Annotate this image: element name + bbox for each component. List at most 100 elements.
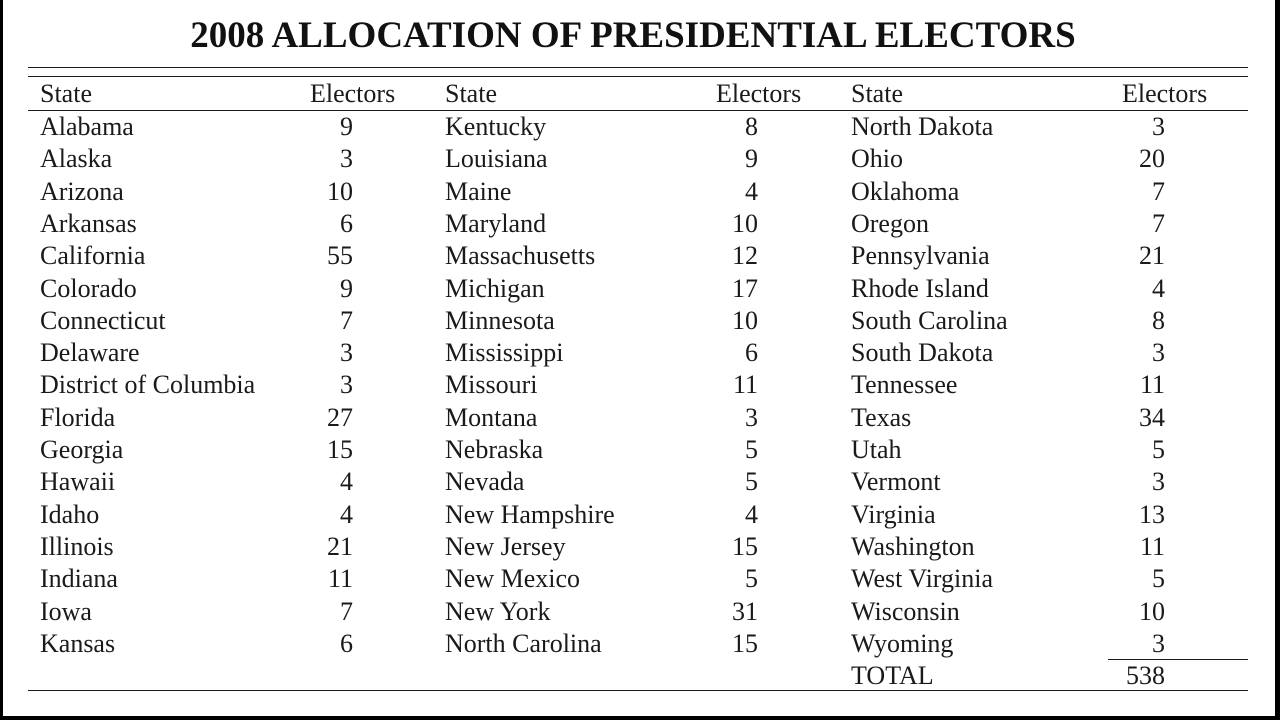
- state-name: Oklahoma: [851, 177, 960, 206]
- column-header-state: State: [851, 79, 903, 108]
- elector-count: 17: [732, 274, 758, 303]
- state-name: Idaho: [40, 500, 100, 529]
- state-name: Arizona: [40, 177, 124, 206]
- elector-count: 21: [327, 532, 353, 561]
- column-header-state: State: [40, 79, 92, 108]
- state-name: Wisconsin: [851, 597, 960, 626]
- state-name: South Carolina: [851, 306, 1008, 335]
- state-name: Utah: [851, 435, 902, 464]
- elector-count: 4: [340, 500, 353, 529]
- state-name: South Dakota: [851, 338, 994, 367]
- state-name: Indiana: [40, 564, 118, 593]
- elector-count: 9: [340, 274, 353, 303]
- state-name: Ohio: [851, 144, 903, 173]
- state-name: California: [40, 241, 146, 270]
- state-name: Colorado: [40, 274, 137, 303]
- total-label: TOTAL: [851, 661, 934, 690]
- document-page: 2008 ALLOCATION OF PRESIDENTIAL ELECTORS…: [3, 0, 1275, 716]
- column-header-state: State: [445, 79, 497, 108]
- state-name: Alaska: [40, 144, 113, 173]
- elector-count: 6: [340, 209, 353, 238]
- elector-count: 5: [745, 435, 758, 464]
- elector-count: 7: [1152, 209, 1165, 238]
- state-name: Rhode Island: [851, 274, 989, 303]
- column-header-electors: Electors: [1122, 79, 1208, 108]
- elector-count: 11: [327, 564, 353, 593]
- elector-count: 31: [732, 597, 758, 626]
- column-header-electors: Electors: [310, 79, 396, 108]
- state-name: Tennessee: [851, 370, 958, 399]
- elector-count: 11: [1139, 532, 1165, 561]
- state-name: Hawaii: [40, 467, 116, 496]
- state-name: Maryland: [445, 209, 547, 238]
- elector-count: 20: [1139, 144, 1165, 173]
- elector-count: 15: [327, 435, 353, 464]
- column-header-electors: Electors: [716, 79, 802, 108]
- elector-count: 15: [732, 629, 758, 658]
- elector-count: 11: [732, 370, 758, 399]
- header-underline: [28, 76, 1248, 77]
- elector-count: 6: [745, 338, 758, 367]
- elector-count: 55: [327, 241, 353, 270]
- total-rule: [1108, 659, 1248, 660]
- state-name: Texas: [851, 403, 912, 432]
- state-name: Connecticut: [40, 306, 166, 335]
- state-name: New Hampshire: [445, 500, 615, 529]
- elector-count: 7: [340, 306, 353, 335]
- state-name: Oregon: [851, 209, 929, 238]
- state-name: Nebraska: [445, 435, 544, 464]
- elector-count: 3: [340, 144, 353, 173]
- elector-count: 21: [1139, 241, 1165, 270]
- state-name: Kansas: [40, 629, 116, 658]
- elector-count: 5: [1152, 564, 1165, 593]
- elector-count: 3: [1152, 629, 1165, 658]
- elector-count: 3: [745, 403, 758, 432]
- elector-count: 11: [1139, 370, 1165, 399]
- elector-count: 4: [745, 500, 758, 529]
- elector-count: 7: [1152, 177, 1165, 206]
- state-name: North Dakota: [851, 112, 994, 141]
- state-name: Wyoming: [851, 629, 954, 658]
- elector-count: 8: [745, 112, 758, 141]
- state-name: Delaware: [40, 338, 140, 367]
- state-name: New Jersey: [445, 532, 566, 561]
- state-name: Iowa: [40, 597, 92, 626]
- state-name: Massachusetts: [445, 241, 596, 270]
- state-name: North Carolina: [445, 629, 602, 658]
- state-name: Arkansas: [40, 209, 137, 238]
- elector-count: 4: [340, 467, 353, 496]
- elector-count: 9: [745, 144, 758, 173]
- state-name: Missouri: [445, 370, 538, 399]
- elector-count: 13: [1139, 500, 1165, 529]
- state-name: Florida: [40, 403, 116, 432]
- state-name: Montana: [445, 403, 538, 432]
- elector-count: 12: [732, 241, 758, 270]
- elector-count: 10: [1139, 597, 1165, 626]
- page-title: 2008 ALLOCATION OF PRESIDENTIAL ELECTORS: [190, 15, 1076, 56]
- elector-count: 10: [327, 177, 353, 206]
- elector-count: 3: [1152, 112, 1165, 141]
- elector-count: 4: [745, 177, 758, 206]
- total-value: 538: [1126, 661, 1165, 690]
- elector-count: 27: [327, 403, 353, 432]
- bottom-rule: [28, 690, 1248, 691]
- elector-count: 3: [340, 370, 353, 399]
- state-name: Virginia: [851, 500, 936, 529]
- header-bottom-rule: [28, 110, 1248, 111]
- elector-count: 10: [732, 209, 758, 238]
- state-name: Minnesota: [445, 306, 555, 335]
- state-name: Georgia: [40, 435, 124, 464]
- state-name: Nevada: [445, 467, 525, 496]
- elector-count: 5: [745, 564, 758, 593]
- state-name: Vermont: [851, 467, 941, 496]
- state-name: Louisiana: [445, 144, 548, 173]
- state-name: District of Columbia: [40, 370, 256, 399]
- state-name: West Virginia: [851, 564, 993, 593]
- state-name: Michigan: [445, 274, 545, 303]
- state-name: Alabama: [40, 112, 134, 141]
- elector-count: 10: [732, 306, 758, 335]
- elector-count: 9: [340, 112, 353, 141]
- state-name: Maine: [445, 177, 512, 206]
- elector-count: 4: [1152, 274, 1165, 303]
- elector-count: 15: [732, 532, 758, 561]
